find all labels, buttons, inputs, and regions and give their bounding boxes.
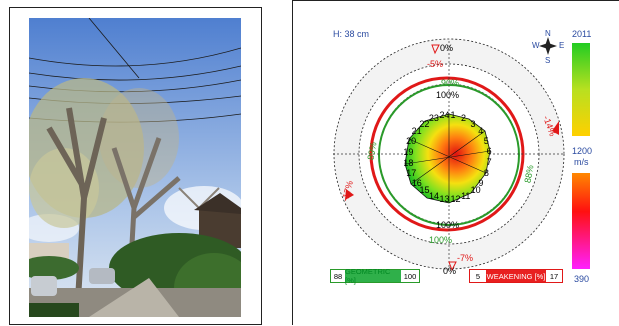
- sensor-number: 18: [403, 157, 414, 168]
- sensor-number: 12: [450, 193, 461, 204]
- sensor-number: 6: [486, 146, 492, 157]
- sensor-number: 9: [478, 177, 484, 188]
- sensor-number: 5: [483, 135, 489, 146]
- bottom-zero-label: 0%: [443, 266, 457, 276]
- sensor-number: 15: [419, 185, 430, 196]
- bottom-marker-icon: [448, 261, 457, 272]
- photo-panel: [9, 7, 262, 325]
- left-marker-icon: [345, 189, 354, 200]
- compass-south: S: [545, 56, 551, 65]
- top-red-label: -5%: [427, 59, 444, 69]
- sensor-number: 19: [403, 146, 414, 157]
- sensor-number: 11: [461, 190, 471, 201]
- sensor-number: 20: [406, 135, 417, 146]
- scale-bottom-label: 390: [574, 274, 590, 284]
- sensor-number: 14: [428, 190, 439, 201]
- sensor-number: 17: [406, 168, 417, 179]
- scale-top-label: 2011: [572, 29, 592, 39]
- compass-east: E: [559, 41, 565, 50]
- geometric-summary: 88 GEOMETRIC [%] 100: [330, 267, 420, 285]
- bottom-100-label: 100%: [436, 220, 460, 230]
- right-marker-icon: [552, 121, 559, 135]
- weakening-summary: 5 WEAKENING [%] 17: [469, 269, 563, 283]
- scale-unit-label: m/s: [574, 157, 589, 167]
- sensor-number: 24: [439, 110, 450, 121]
- sensor-number: 10: [470, 185, 481, 196]
- velocity-scale-low: [572, 173, 590, 269]
- compass-west: W: [532, 41, 540, 50]
- tomogram-diagram: [333, 37, 590, 272]
- sensor-number: 21: [411, 126, 422, 137]
- geometric-right: 100: [401, 270, 419, 282]
- height-label: H: 38 cm: [333, 29, 370, 39]
- sensor-number: 2: [461, 113, 467, 124]
- top-marker-icon: [431, 44, 440, 55]
- compass-icon: [539, 37, 557, 55]
- sensor-number: 4: [478, 126, 484, 137]
- geometric-label: GEOMETRIC [%]: [345, 267, 401, 285]
- geometric-left: 88: [331, 270, 345, 282]
- weakening-right: 17: [546, 270, 562, 282]
- scale-mid-label: 1200: [572, 146, 593, 156]
- sensor-number: 8: [483, 168, 489, 179]
- top-100-label: 100%: [436, 90, 460, 100]
- tomogram-panel: H: 38 cm N W E S 0% -5% 90% 100% 89% -17…: [292, 0, 619, 325]
- compass-north: N: [545, 29, 551, 38]
- sensor-number: 3: [470, 118, 476, 129]
- weakening-left: 5: [470, 270, 486, 282]
- velocity-scale-high: [572, 43, 590, 136]
- sensor-number: 22: [419, 118, 430, 129]
- top-zero-label: 0%: [440, 43, 454, 53]
- sensor-number: 7: [486, 157, 492, 168]
- top-green-label: 90%: [441, 78, 460, 88]
- bottom-red-label: -7%: [457, 253, 474, 263]
- sensor-number: 16: [411, 177, 422, 188]
- bottom-green-label: 100%: [429, 235, 453, 245]
- weakening-label: WEAKENING [%]: [486, 270, 546, 282]
- sensor-number: 23: [428, 113, 439, 124]
- sensor-number: 1: [450, 110, 456, 121]
- sensor-number: 13: [439, 193, 450, 204]
- tree-photo: [29, 18, 241, 317]
